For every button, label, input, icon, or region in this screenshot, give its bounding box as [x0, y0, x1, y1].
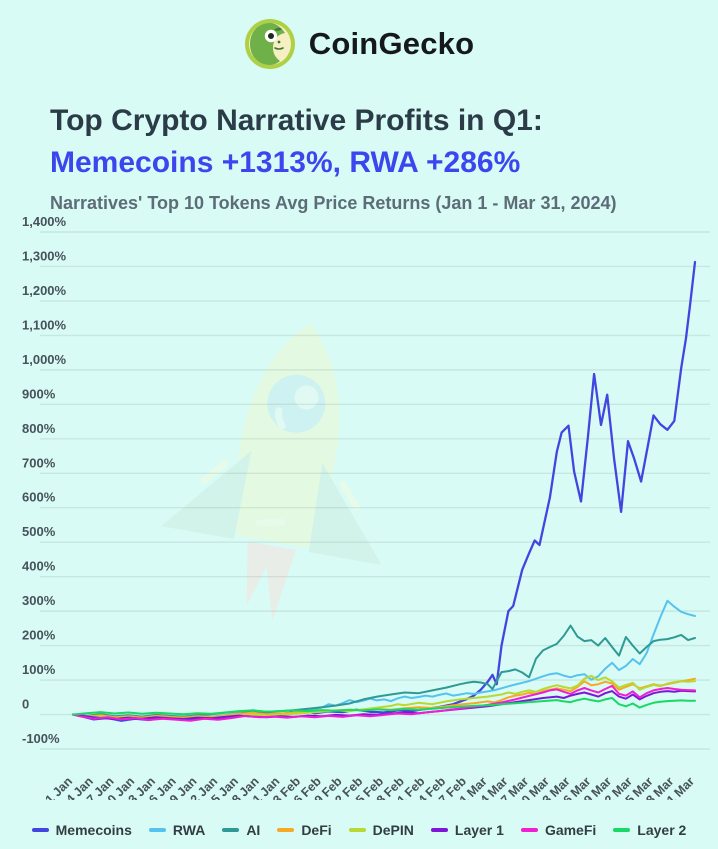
legend-item-layer-2: Layer 2 — [613, 822, 686, 838]
legend-swatch-depin — [348, 828, 366, 832]
page-subtitle: Narratives' Top 10 Tokens Avg Price Retu… — [50, 193, 617, 213]
legend-item-gamefi: GameFi — [520, 822, 597, 838]
y-axis-label: -100% — [22, 731, 60, 746]
y-axis-label: 100% — [22, 662, 56, 677]
legend-swatch-rwa — [148, 828, 166, 832]
y-axis-label: 700% — [22, 455, 56, 470]
y-axis-label: 0 — [22, 697, 29, 712]
legend-item-defi: DeFi — [277, 822, 332, 838]
y-axis-label: 500% — [22, 524, 56, 539]
page-title: Top Crypto Narrative Profits in Q1: — [50, 104, 543, 137]
legend-label-gamefi: GameFi — [544, 822, 597, 838]
legend-item-ai: AI — [222, 822, 260, 838]
legend-label-layer-2: Layer 2 — [637, 822, 687, 838]
line-chart: 1,400% 1,300% 1,200% 1,100% 1,000% 900% 800% 70… — [0, 216, 718, 800]
y-axis-label: 1,200% — [22, 283, 67, 298]
series-line-layer-2 — [72, 697, 696, 716]
legend-label-defi: DeFi — [301, 822, 332, 838]
legend-item-layer-1: Layer 1 — [430, 822, 504, 838]
legend-swatch-layer-2 — [613, 828, 631, 832]
chart-legend: Memecoins RWA AI DeFi DePIN Layer 1 GameFi Laye… — [0, 822, 718, 838]
y-axis-label: 900% — [22, 386, 56, 401]
header: CoinGecko — [0, 0, 718, 70]
series-line-defi — [72, 677, 696, 719]
legend-label-depin: DePIN — [372, 822, 414, 838]
coingecko-logo: CoinGecko — [244, 18, 474, 70]
rocket-watermark-icon — [161, 322, 382, 621]
legend-item-depin: DePIN — [348, 822, 414, 838]
legend-label-memecoins: Memecoins — [55, 822, 132, 838]
series-line-gamefi — [72, 684, 696, 722]
legend-swatch-ai — [222, 828, 240, 832]
coingecko-gecko-icon — [244, 19, 295, 69]
y-axis-label: 1,000% — [22, 352, 67, 367]
y-axis-label: 300% — [22, 593, 56, 608]
legend-swatch-memecoins — [31, 828, 49, 832]
title-block: Top Crypto Narrative Profits in Q1: Meme… — [0, 70, 718, 214]
legend-swatch-gamefi — [520, 828, 538, 832]
y-axis-label: 600% — [22, 490, 56, 505]
series-line-memecoins — [71, 260, 697, 722]
legend-label-rwa: RWA — [172, 822, 206, 838]
legend-swatch-layer-1 — [430, 828, 448, 832]
chart-canvas: 1,400% 1,300% 1,200% 1,100% 1,000% 900% 800% 70… — [22, 216, 710, 800]
legend-label-ai: AI — [246, 822, 261, 838]
y-axis-label: 1,100% — [22, 317, 67, 332]
y-axis-label: 200% — [22, 628, 56, 643]
y-axis-label: 800% — [22, 421, 56, 436]
legend-item-rwa: RWA — [148, 822, 206, 838]
y-axis-label: 400% — [22, 559, 56, 574]
y-axis-label: 1,300% — [22, 248, 67, 263]
legend-item-memecoins: Memecoins — [31, 822, 132, 838]
page-title-highlight: Memecoins +1313%, RWA +286% — [50, 145, 521, 179]
legend-swatch-defi — [277, 828, 295, 832]
brand-name: CoinGecko — [308, 26, 475, 61]
y-axis-label: 1,400% — [22, 216, 67, 229]
legend-label-layer-1: Layer 1 — [454, 822, 504, 838]
